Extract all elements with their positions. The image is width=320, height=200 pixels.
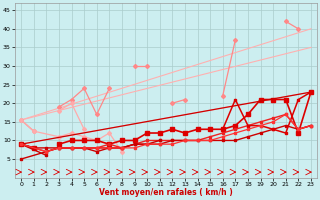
X-axis label: Vent moyen/en rafales ( km/h ): Vent moyen/en rafales ( km/h )	[99, 188, 233, 197]
